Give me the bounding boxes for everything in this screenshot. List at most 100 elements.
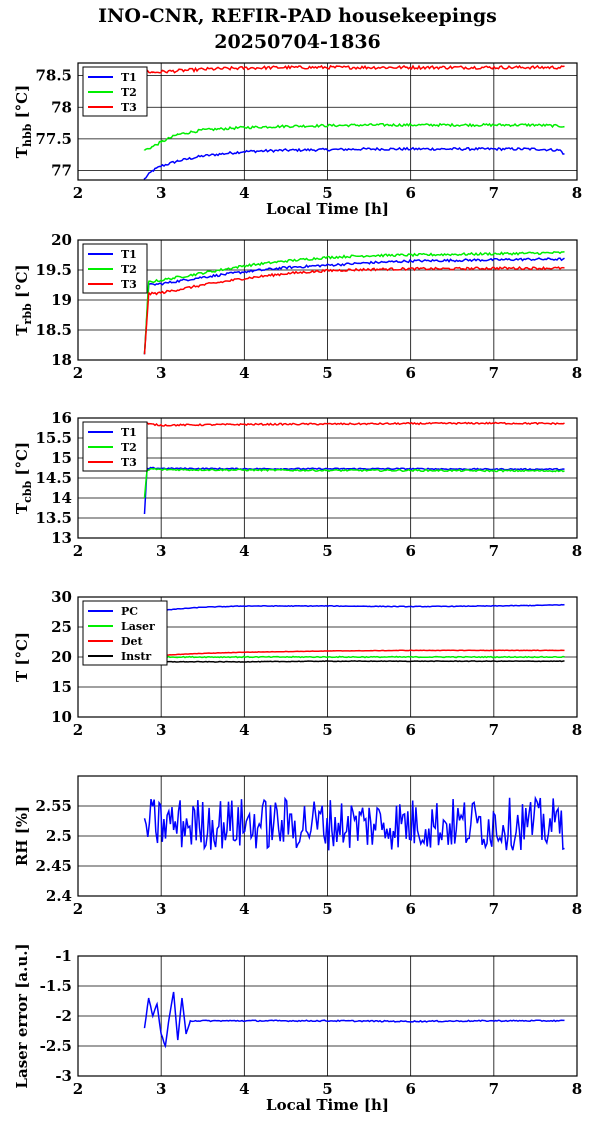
x-tick-label: 2: [73, 542, 83, 560]
x-tick-label: 7: [489, 900, 499, 918]
legend-label: T1: [121, 248, 137, 261]
y-axis-label: Thbb [°C]: [13, 85, 34, 158]
chart-panel-6: 2 3 4 5 6 7 8 -3 -2.5 -2 -1.5 -1 Local Time [h] Laser…: [13, 943, 582, 1114]
y-tick-label: 19.5: [35, 261, 72, 279]
x-tick-label: 7: [489, 721, 499, 739]
y-tick-label: 2.5: [46, 827, 72, 845]
legend-label: T3: [121, 456, 137, 469]
x-tick-label: 2: [73, 721, 83, 739]
x-tick-label: 4: [239, 364, 249, 382]
x-tick-label: 2: [73, 900, 83, 918]
x-tick-label: 3: [156, 364, 166, 382]
y-tick-label: 18: [51, 351, 72, 369]
y-tick-label: 15: [51, 678, 72, 696]
plot-frame: [77, 955, 578, 1077]
x-tick-label: 7: [489, 184, 499, 202]
y-tick-label: 2.45: [35, 857, 72, 875]
y-tick-label: 14.5: [35, 469, 72, 487]
y-tick-label: 15: [51, 449, 72, 467]
x-axis-label: Local Time [h]: [266, 200, 389, 218]
legend-label: Det: [121, 635, 144, 648]
x-tick-label: 2: [73, 364, 83, 382]
x-tick-label: 4: [239, 542, 249, 560]
x-tick-label: 3: [156, 184, 166, 202]
legend-label: T1: [121, 71, 137, 84]
x-tick-label: 5: [322, 364, 332, 382]
x-tick-label: 3: [156, 1080, 166, 1098]
series-line-t1: [143, 257, 565, 355]
y-tick-label: 2.4: [46, 887, 72, 905]
x-tick-label: 3: [156, 900, 166, 918]
x-axis-label: Local Time [h]: [266, 1096, 389, 1114]
y-tick-label: 77: [51, 162, 72, 180]
legend-label: T1: [121, 426, 137, 439]
x-tick-label: 4: [239, 721, 249, 739]
chart-panel-2: 2 3 4 5 6 7 8 18 18.5 19 19.5 20 Trbb [°C] T1 T2 T3: [13, 231, 582, 382]
legend-label: Instr: [121, 650, 151, 663]
x-tick-label: 5: [322, 1080, 332, 1098]
x-tick-label: 5: [322, 542, 332, 560]
x-tick-label: 8: [572, 1080, 582, 1098]
series-line-t2: [143, 250, 565, 355]
y-tick-label: -1: [55, 947, 72, 965]
y-tick-label: 78.5: [35, 67, 72, 85]
legend: T1 T2 T3: [82, 243, 148, 294]
figure-title: INO-CNR, REFIR-PAD housekeepings: [98, 5, 497, 27]
series-line-trace: [143, 795, 565, 851]
series-line-t3: [143, 421, 565, 427]
legend-label: PC: [121, 605, 138, 618]
legend-label: T3: [121, 101, 137, 114]
x-tick-label: 6: [405, 1080, 415, 1098]
x-tick-label: 8: [572, 542, 582, 560]
legend-label: T2: [121, 263, 137, 276]
x-tick-label: 6: [405, 542, 415, 560]
y-axis-label: T [°C]: [13, 632, 31, 682]
series-line-trace: [143, 991, 565, 1049]
y-tick-label: 2.55: [35, 797, 72, 815]
chart-panel-3: 2 3 4 5 6 7 8 13 13.5 14 14.5 15 15.5 16 Tcbb [°C] T1 T2…: [13, 409, 582, 560]
y-tick-label: 13.5: [35, 509, 72, 527]
x-tick-label: 2: [73, 1080, 83, 1098]
x-tick-label: 5: [322, 184, 332, 202]
x-tick-label: 6: [405, 900, 415, 918]
x-tick-label: 6: [405, 184, 415, 202]
plot-frame: [77, 62, 578, 181]
legend-label: T2: [121, 441, 137, 454]
y-tick-label: 18.5: [35, 321, 72, 339]
x-tick-label: 7: [489, 1080, 499, 1098]
chart-panel-4: 2 3 4 5 6 7 8 10 15 20 25 30 T [°C] PC Laser Det Instr: [13, 588, 582, 739]
x-tick-label: 5: [322, 721, 332, 739]
series-line-pc: [144, 603, 565, 614]
y-tick-label: -2: [55, 1007, 72, 1025]
y-tick-label: 20: [51, 648, 72, 666]
x-tick-label: 3: [156, 542, 166, 560]
y-axis-label: Trbb [°C]: [13, 264, 34, 335]
x-tick-label: 4: [239, 1080, 249, 1098]
y-axis-label: Tcbb [°C]: [13, 442, 34, 514]
y-tick-label: 15.5: [35, 429, 72, 447]
x-tick-label: 4: [239, 184, 249, 202]
x-tick-label: 2: [73, 184, 83, 202]
x-tick-label: 6: [405, 364, 415, 382]
series-line-det: [143, 649, 565, 658]
figure-subtitle: 20250704-1836: [214, 31, 381, 53]
legend: PC Laser Det Instr: [82, 600, 168, 666]
series-line-t2: [143, 467, 565, 499]
x-tick-label: 8: [572, 184, 582, 202]
plot-frame: [77, 239, 578, 361]
y-tick-label: 19: [51, 291, 72, 309]
series-line-t3: [143, 64, 565, 74]
y-tick-label: 10: [51, 708, 72, 726]
y-axis-label: Laser error [a.u.]: [13, 943, 31, 1088]
y-tick-label: -3: [55, 1067, 72, 1085]
legend: T1 T2 T3: [82, 421, 148, 472]
y-tick-label: 14: [51, 489, 72, 507]
y-tick-label: 77.5: [35, 130, 72, 148]
y-tick-label: -1.5: [40, 977, 72, 995]
x-tick-label: 3: [156, 721, 166, 739]
series-line-t2: [143, 122, 565, 151]
